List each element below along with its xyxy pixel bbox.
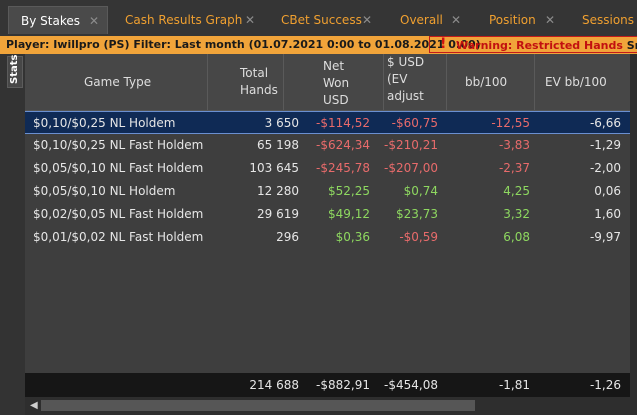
cell-bb100: 4,25 xyxy=(503,184,530,198)
totals-row: 214 688 -$882,91 -$454,08 -1,81 -1,26 xyxy=(25,373,630,397)
cell-net-won: -$114,52 xyxy=(316,116,370,130)
total-hands: 214 688 xyxy=(249,378,299,392)
cell-game-type: $0,02/$0,05 NL Fast Holdem xyxy=(33,207,204,221)
cell-ev-won: $0,74 xyxy=(403,184,438,198)
table-row[interactable]: $0,10/$0,25 NL Holdem 3 650 -$114,52 -$60,7… xyxy=(25,111,630,134)
cell-game-type: $0,10/$0,25 NL Holdem xyxy=(33,116,176,130)
tab-label: Overall xyxy=(400,13,443,27)
cell-total-hands: 296 xyxy=(276,230,299,244)
column-header-net-won[interactable]: Net Won USD xyxy=(284,54,384,110)
tab-label: Cash Results Graph xyxy=(125,13,243,27)
total-bb100: -1,81 xyxy=(498,378,530,392)
table-row[interactable]: $0,05/$0,10 NL Fast Holdem 103 645 -$245,7… xyxy=(25,157,630,180)
cell-bb100: -12,55 xyxy=(491,116,530,130)
horizontal-scrollbar[interactable]: ◀ xyxy=(25,397,630,415)
cell-net-won: $0,36 xyxy=(335,230,370,244)
scrollbar-thumb[interactable] xyxy=(41,400,475,411)
cell-ev-bb100: -6,66 xyxy=(589,116,621,130)
column-header-game-type[interactable]: Game Type xyxy=(25,54,208,110)
vertical-scroll-track[interactable] xyxy=(630,54,637,415)
grid-header: Game Type Total Hands Net Won USD $ USD … xyxy=(25,54,630,111)
close-icon[interactable]: ✕ xyxy=(89,14,100,28)
cell-total-hands: 3 650 xyxy=(264,116,299,130)
close-icon[interactable]: ✕ xyxy=(245,13,256,27)
cell-ev-bb100: -9,97 xyxy=(589,230,621,244)
cell-bb100: 6,08 xyxy=(503,230,530,244)
cell-ev-bb100: 1,60 xyxy=(594,207,621,221)
scroll-left-icon[interactable]: ◀ xyxy=(30,400,38,411)
tab-position[interactable]: Position ✕ xyxy=(477,6,561,34)
close-icon[interactable]: ✕ xyxy=(545,13,556,27)
cell-game-type: $0,05/$0,10 NL Fast Holdem xyxy=(33,161,204,175)
close-icon[interactable]: ✕ xyxy=(451,13,462,27)
warning-box[interactable]: ! Warning: Restricted Hands Small Sta xyxy=(429,36,637,53)
tab-cash-results-graph[interactable]: Cash Results Graph ✕ xyxy=(113,6,263,34)
column-header-total-hands[interactable]: Total Hands xyxy=(208,54,284,110)
tab-label: By Stakes xyxy=(21,14,80,28)
column-header-bb100[interactable]: bb/100 xyxy=(447,54,535,110)
cell-ev-won: $23,73 xyxy=(396,207,438,221)
cell-bb100: -3,83 xyxy=(498,138,530,152)
cell-ev-bb100: 0,06 xyxy=(594,184,621,198)
table-row[interactable]: $0,02/$0,05 NL Fast Holdem 29 619 $49,12 $2… xyxy=(25,203,630,226)
tab-sessions[interactable]: Sessions xyxy=(570,6,637,34)
tab-label: Sessions xyxy=(582,13,635,27)
warning-icon: ! xyxy=(440,36,447,52)
stats-side-tab[interactable]: Stats xyxy=(7,54,23,88)
cell-game-type: $0,10/$0,25 NL Fast Holdem xyxy=(33,138,204,152)
cell-net-won: -$245,78 xyxy=(316,161,370,175)
cell-total-hands: 65 198 xyxy=(257,138,299,152)
cell-net-won: $49,12 xyxy=(328,207,370,221)
tab-label: CBet Success xyxy=(281,13,362,27)
cell-net-won: -$624,34 xyxy=(316,138,370,152)
cell-total-hands: 29 619 xyxy=(257,207,299,221)
tab-cbet-success[interactable]: CBet Success ✕ xyxy=(269,6,379,34)
table-row[interactable]: $0,05/$0,10 NL Holdem 12 280 $52,25 $0,74 4,… xyxy=(25,180,630,203)
stats-tab-label: Stats xyxy=(9,54,20,84)
table-row[interactable]: $0,01/$0,02 NL Fast Holdem 296 $0,36 -$0,59… xyxy=(25,226,630,249)
column-header-ev-adjusted[interactable]: $ USD (EV adjust xyxy=(384,54,447,110)
cell-ev-won: -$0,59 xyxy=(399,230,438,244)
cell-net-won: $52,25 xyxy=(328,184,370,198)
filter-text: Player: Iwillpro (PS) Filter: Last month… xyxy=(6,38,481,51)
cell-ev-won: -$210,21 xyxy=(384,138,438,152)
tab-label: Position xyxy=(489,13,536,27)
total-net-won: -$882,91 xyxy=(316,378,370,392)
cell-game-type: $0,01/$0,02 NL Fast Holdem xyxy=(33,230,204,244)
total-ev-bb100: -1,26 xyxy=(589,378,621,392)
tab-bar: By Stakes ✕ Cash Results Graph ✕ CBet Su… xyxy=(0,0,637,36)
column-header-ev-bb100[interactable]: EV bb/100 xyxy=(545,75,607,89)
cell-ev-bb100: -2,00 xyxy=(589,161,621,175)
cell-bb100: 3,32 xyxy=(503,207,530,221)
tab-by-stakes[interactable]: By Stakes ✕ xyxy=(8,6,108,34)
stats-grid: Game Type Total Hands Net Won USD $ USD … xyxy=(25,54,630,397)
warning-text: Warning: Restricted Hands Small Sta xyxy=(456,39,637,52)
cell-bb100: -2,37 xyxy=(498,161,530,175)
filter-bar: Player: Iwillpro (PS) Filter: Last month… xyxy=(0,36,637,54)
cell-ev-won: -$60,75 xyxy=(391,116,438,130)
cell-game-type: $0,05/$0,10 NL Holdem xyxy=(33,184,176,198)
tab-overall[interactable]: Overall ✕ xyxy=(388,6,474,34)
side-strip xyxy=(0,54,25,415)
total-ev-won: -$454,08 xyxy=(384,378,438,392)
close-icon[interactable]: ✕ xyxy=(362,13,373,27)
table-row[interactable]: $0,10/$0,25 NL Fast Holdem 65 198 -$624,34… xyxy=(25,134,630,157)
cell-total-hands: 103 645 xyxy=(249,161,299,175)
cell-ev-bb100: -1,29 xyxy=(589,138,621,152)
cell-ev-won: -$207,00 xyxy=(384,161,438,175)
cell-total-hands: 12 280 xyxy=(257,184,299,198)
